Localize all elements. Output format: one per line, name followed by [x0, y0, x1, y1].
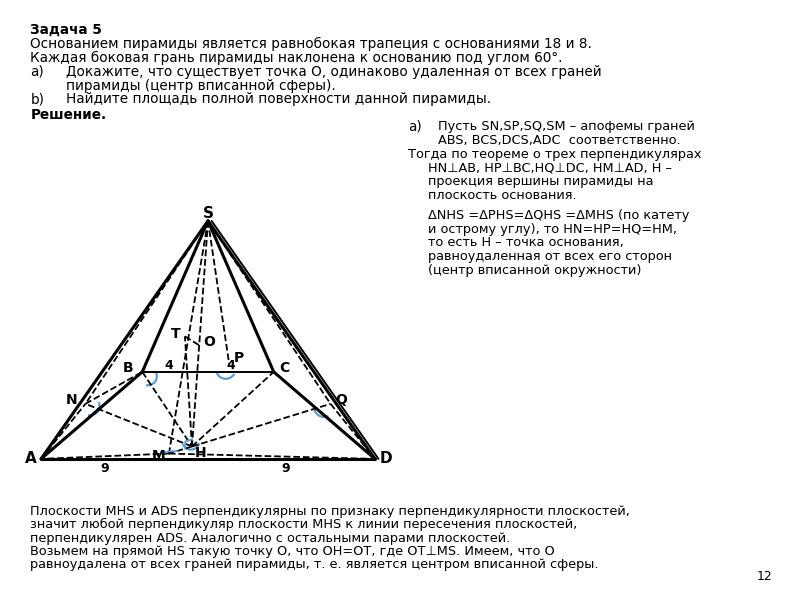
Text: B: B	[122, 361, 134, 376]
Text: N: N	[66, 393, 77, 407]
Text: равноудаленная от всех его сторон: равноудаленная от всех его сторон	[428, 250, 672, 263]
Text: Основанием пирамиды является равнобокая трапеция с основаниями 18 и 8.: Основанием пирамиды является равнобокая …	[30, 37, 592, 51]
Text: 9: 9	[282, 463, 290, 475]
Text: 9: 9	[101, 463, 110, 475]
Text: Плоскости MHS и ADS перпендикулярны по признаку перпендикулярности плоскостей,: Плоскости MHS и ADS перпендикулярны по п…	[30, 505, 630, 518]
Text: перпендикулярен ADS. Аналогично с остальными парами плоскостей.: перпендикулярен ADS. Аналогично с осталь…	[30, 532, 510, 545]
Text: O: O	[202, 335, 214, 349]
Text: Q: Q	[335, 393, 347, 407]
Text: A: A	[25, 451, 36, 466]
Text: a): a)	[30, 65, 44, 79]
Text: Каждая боковая грань пирамиды наклонена к основанию под углом 60°.: Каждая боковая грань пирамиды наклонена …	[30, 51, 563, 65]
Text: Задача 5: Задача 5	[30, 23, 102, 37]
Text: проекция вершины пирамиды на: проекция вершины пирамиды на	[428, 175, 654, 188]
Text: 12: 12	[756, 570, 772, 583]
Text: Возьмем на прямой HS такую точку O, что OH=OT, где OT⊥MS. Имеем, что O: Возьмем на прямой HS такую точку O, что …	[30, 545, 555, 558]
Text: D: D	[379, 451, 392, 466]
Text: (центр вписанной окружности): (центр вписанной окружности)	[428, 264, 642, 277]
Text: значит любой перпендикуляр плоскости MHS к линии пересечения плоскостей,: значит любой перпендикуляр плоскости MHS…	[30, 518, 578, 532]
Text: b): b)	[30, 92, 45, 106]
Text: ABS, BCS,DCS,ADC  соответственно.: ABS, BCS,DCS,ADC соответственно.	[438, 134, 681, 147]
Text: P: P	[234, 352, 244, 365]
Text: ΔNHS =ΔPHS=ΔQHS =ΔMHS (по катету: ΔNHS =ΔPHS=ΔQHS =ΔMHS (по катету	[428, 209, 690, 222]
Text: S: S	[202, 206, 214, 221]
Text: равноудалена от всех граней пирамиды, т. е. является центром вписанной сферы.: равноудалена от всех граней пирамиды, т.…	[30, 558, 599, 571]
Text: T: T	[171, 326, 181, 341]
Text: H: H	[195, 446, 206, 460]
Text: Пусть SN,SP,SQ,SM – апофемы граней: Пусть SN,SP,SQ,SM – апофемы граней	[438, 120, 695, 133]
Text: пирамиды (центр вписанной сферы).: пирамиды (центр вписанной сферы).	[66, 79, 335, 92]
Text: a): a)	[408, 120, 422, 134]
Text: плоскость основания.: плоскость основания.	[428, 189, 577, 202]
Text: Тогда по теореме о трех перпендикулярах: Тогда по теореме о трех перпендикулярах	[408, 148, 702, 161]
Text: Решение.: Решение.	[30, 108, 106, 122]
Text: то есть H – точка основания,: то есть H – точка основания,	[428, 236, 624, 250]
Text: Докажите, что существует точка O, одинаково удаленная от всех граней: Докажите, что существует точка O, одинак…	[66, 65, 602, 79]
Text: 4: 4	[226, 359, 235, 372]
Text: и острому углу), то HN=HP=HQ=HM,: и острому углу), то HN=HP=HQ=HM,	[428, 223, 677, 236]
Text: C: C	[279, 361, 290, 376]
Text: M: M	[151, 449, 165, 463]
Text: 4: 4	[165, 359, 174, 372]
Text: HN⊥AB, HP⊥BC,HQ⊥DC, HM⊥AD, H –: HN⊥AB, HP⊥BC,HQ⊥DC, HM⊥AD, H –	[428, 161, 672, 175]
Text: Найдите площадь полной поверхности данной пирамиды.: Найдите площадь полной поверхности данно…	[66, 92, 490, 106]
